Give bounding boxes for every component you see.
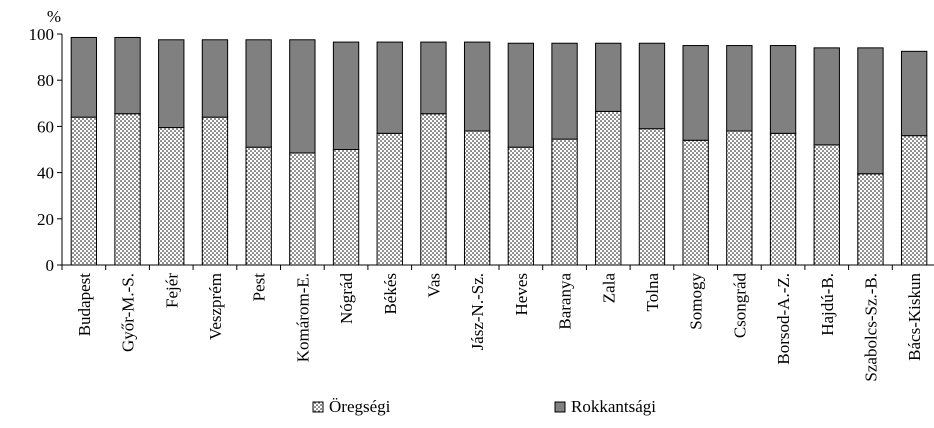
bar-oregsegi-segment	[463, 130, 491, 266]
bar-rokkantsagi-segment	[332, 41, 360, 150]
legend-label: Öregségi	[329, 397, 391, 416]
bar-rokkantsagi-segment	[900, 50, 928, 137]
bar-oregsegi-segment	[70, 116, 98, 266]
legend-swatch	[554, 401, 566, 413]
bar-oregsegi-segment	[638, 128, 666, 266]
y-axis-unit-label: %	[47, 7, 61, 26]
bar-rokkantsagi-segment	[507, 42, 535, 148]
x-category-label: Tolna	[643, 273, 662, 312]
x-category-label: Bács-Kiskun	[905, 273, 924, 361]
bar-oregsegi-segment	[813, 144, 840, 266]
x-category-label: Csongrád	[730, 273, 749, 339]
bar-oregsegi-segment	[769, 132, 797, 266]
x-category-label: Veszprém	[206, 273, 225, 340]
x-category-label: Hajdú-B.	[818, 273, 837, 336]
bar-rokkantsagi-segment	[420, 41, 447, 115]
bar-oregsegi-segment	[420, 113, 447, 266]
bar-rokkantsagi-segment	[595, 42, 622, 112]
y-tick-label: 80	[37, 71, 54, 90]
x-category-label: Nógrád	[337, 273, 356, 324]
bar-oregsegi-segment	[376, 132, 403, 266]
bar-oregsegi-segment	[114, 113, 141, 266]
bar-rokkantsagi-segment	[857, 47, 884, 175]
x-category-label: Vas	[424, 273, 443, 298]
bar-oregsegi-segment	[289, 152, 316, 266]
bars	[70, 36, 928, 266]
bar-oregsegi-segment	[726, 130, 753, 266]
bar-oregsegi-segment	[158, 127, 185, 266]
bar-oregsegi-segment	[900, 135, 928, 266]
bar-rokkantsagi-segment	[726, 45, 753, 132]
y-tick-label: 100	[29, 25, 55, 44]
bar-oregsegi-segment	[201, 116, 229, 266]
x-category-label: Baranya	[556, 273, 575, 330]
x-category-label: Borsod-A.-Z.	[774, 273, 793, 365]
legend: Öregségi Rokkantsági	[312, 397, 656, 416]
x-category-label: Győr-M.-S.	[119, 273, 138, 352]
bar-oregsegi-segment	[682, 139, 709, 266]
bar-rokkantsagi-segment	[114, 36, 141, 115]
y-tick-label: 0	[46, 256, 55, 275]
x-category-label: Fejér	[162, 273, 181, 308]
bar-oregsegi-segment	[595, 110, 622, 266]
x-category-label: Zala	[599, 273, 618, 304]
x-category-label: Budapest	[75, 273, 94, 337]
x-category-label: Szabolcs-Sz.-B.	[861, 273, 880, 382]
bar-oregsegi-segment	[551, 138, 578, 266]
bar-rokkantsagi-segment	[201, 39, 229, 118]
bar-oregsegi-segment	[507, 146, 535, 266]
bar-rokkantsagi-segment	[70, 36, 98, 118]
x-axis: Budapest Győr-M.-S. Fejér Veszprém Pest Komár…	[61, 264, 934, 382]
y-tick-label: 40	[37, 164, 54, 183]
x-category-label: Komárom-E.	[293, 273, 312, 362]
x-category-label: Heves	[512, 273, 531, 315]
bar-rokkantsagi-segment	[245, 39, 272, 148]
x-category-label: Jász-N.-Sz.	[468, 273, 487, 350]
bar-rokkantsagi-segment	[376, 41, 403, 134]
x-category-label: Békés	[381, 273, 400, 315]
bar-oregsegi-segment	[857, 173, 884, 266]
legend-swatch	[312, 401, 324, 413]
bar-oregsegi-segment	[245, 146, 272, 266]
x-category-label: Somogy	[687, 273, 706, 330]
bar-oregsegi-segment	[332, 149, 360, 266]
bar-rokkantsagi-segment	[769, 45, 797, 134]
bar-rokkantsagi-segment	[813, 47, 840, 146]
bar-rokkantsagi-segment	[682, 45, 709, 141]
x-category-label: Pest	[250, 273, 269, 302]
bar-rokkantsagi-segment	[289, 39, 316, 154]
bar-rokkantsagi-segment	[463, 41, 491, 132]
legend-label: Rokkantsági	[571, 397, 656, 416]
bar-rokkantsagi-segment	[551, 42, 578, 140]
y-tick-label: 60	[37, 117, 54, 136]
y-axis: 0 20 40 60 80 100	[29, 25, 63, 275]
bar-rokkantsagi-segment	[158, 39, 185, 129]
bar-rokkantsagi-segment	[638, 42, 666, 130]
y-tick-label: 20	[37, 210, 54, 229]
